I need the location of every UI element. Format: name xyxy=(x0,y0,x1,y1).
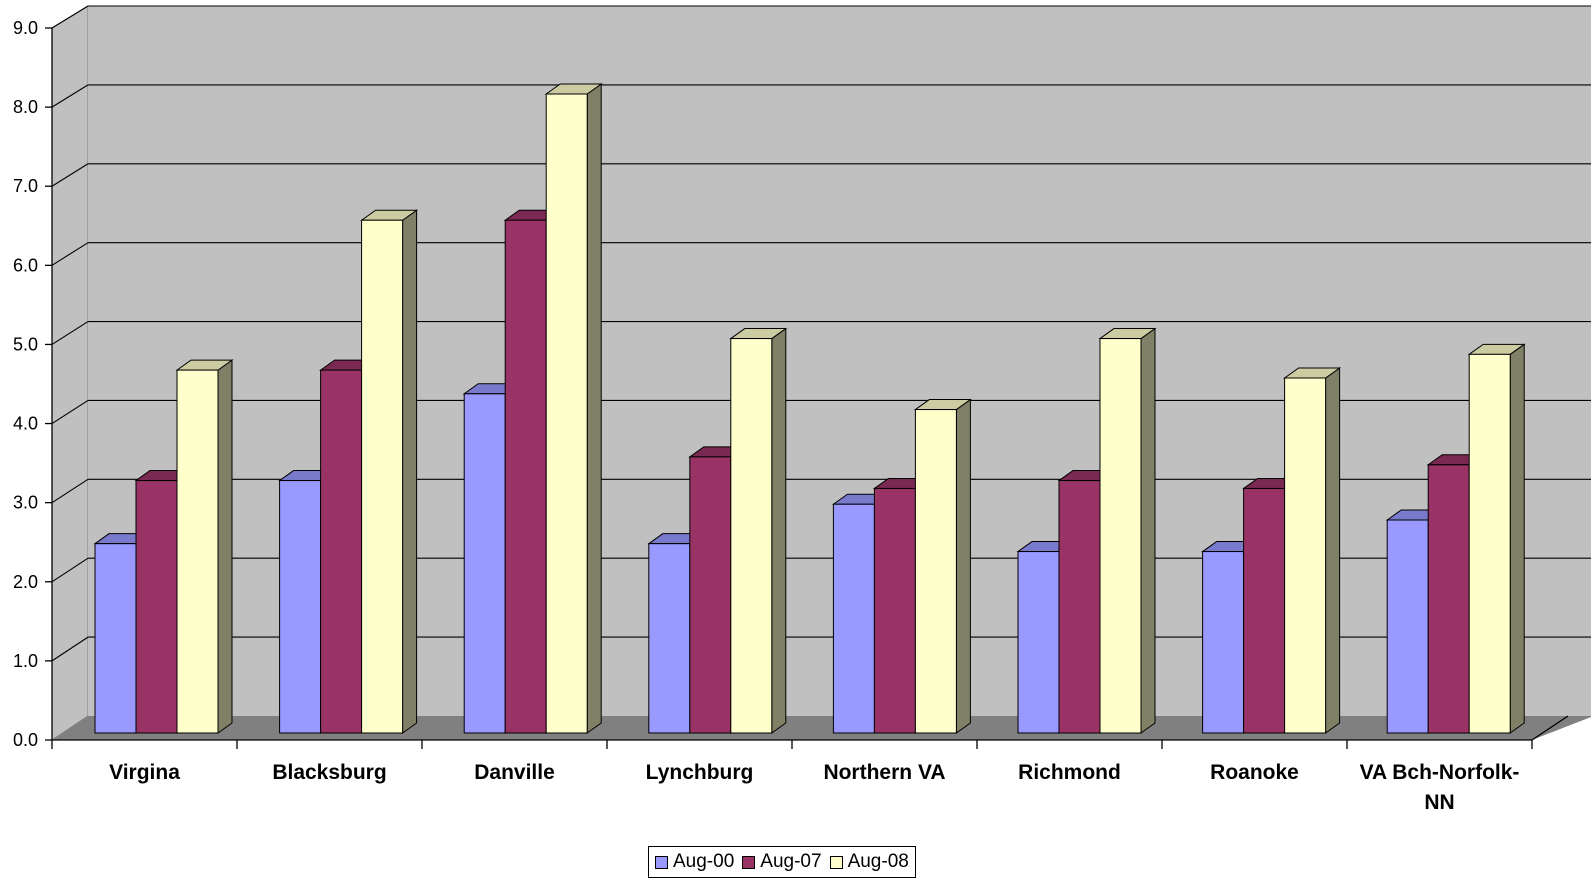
legend-label: Aug-07 xyxy=(760,851,822,872)
y-tick-label: 3.0 xyxy=(13,493,38,513)
y-tick-label: 8.0 xyxy=(13,97,38,117)
x-axis-ticks: Virgina Blacksburg Danville Lynchburg Northe… xyxy=(51,740,1533,814)
legend-label: Aug-08 xyxy=(847,851,909,872)
y-axis-ticks: 0.0 1.0 2.0 3.0 4.0 5.0 6.0 7.0 8.0 9.0 xyxy=(13,18,52,750)
gridline-side xyxy=(51,478,89,504)
x-tick-label: Lynchburg xyxy=(646,761,754,784)
bar xyxy=(913,398,972,734)
gridline-side xyxy=(51,399,89,425)
legend-label: Aug-00 xyxy=(673,851,735,872)
y-tick-label: 5.0 xyxy=(13,334,38,354)
y-tick-label: 7.0 xyxy=(13,176,38,196)
y-tick-label: 1.0 xyxy=(13,651,38,671)
side-wall xyxy=(51,5,89,741)
bar xyxy=(544,83,603,734)
y-tick-label: 9.0 xyxy=(13,18,38,38)
x-tick-label: Northern VA xyxy=(823,761,945,784)
y-tick-label: 6.0 xyxy=(13,255,38,275)
x-tick-label: Roanoke xyxy=(1210,761,1299,784)
legend-item: Aug-00 xyxy=(655,851,734,873)
x-tick-label: Danville xyxy=(474,761,555,784)
x-tick-label: VA Bch-Norfolk-NN xyxy=(1360,761,1520,814)
legend-swatch-aug-08 xyxy=(829,855,843,869)
legend: Aug-00 Aug-07 Aug-08 xyxy=(648,846,916,878)
bar xyxy=(175,359,234,734)
x-tick-label: Richmond xyxy=(1018,761,1121,784)
x-tick-label: Blacksburg xyxy=(272,761,386,784)
gridline-side xyxy=(51,321,89,345)
bar xyxy=(360,209,419,734)
bars xyxy=(93,83,1526,734)
gridline-side xyxy=(51,84,89,108)
gridline-side xyxy=(51,636,89,662)
bar xyxy=(1098,327,1157,734)
gridline-side xyxy=(51,5,89,29)
y-tick-label: 2.0 xyxy=(13,572,38,592)
bar xyxy=(1467,343,1526,734)
gridline-side xyxy=(51,557,89,583)
legend-item: Aug-08 xyxy=(829,851,909,873)
legend-item: Aug-07 xyxy=(742,851,822,873)
legend-swatch-aug-07 xyxy=(742,855,756,869)
y-tick-label: 0.0 xyxy=(13,730,38,750)
bar xyxy=(1283,367,1342,734)
x-tick-label: Virgina xyxy=(109,761,180,784)
gridline-side xyxy=(51,163,89,187)
bar xyxy=(729,327,788,734)
legend-swatch-aug-00 xyxy=(655,855,668,869)
y-tick-label: 4.0 xyxy=(13,414,38,434)
gridline-side xyxy=(51,242,89,266)
floor-front-right-edge xyxy=(1531,715,1569,741)
